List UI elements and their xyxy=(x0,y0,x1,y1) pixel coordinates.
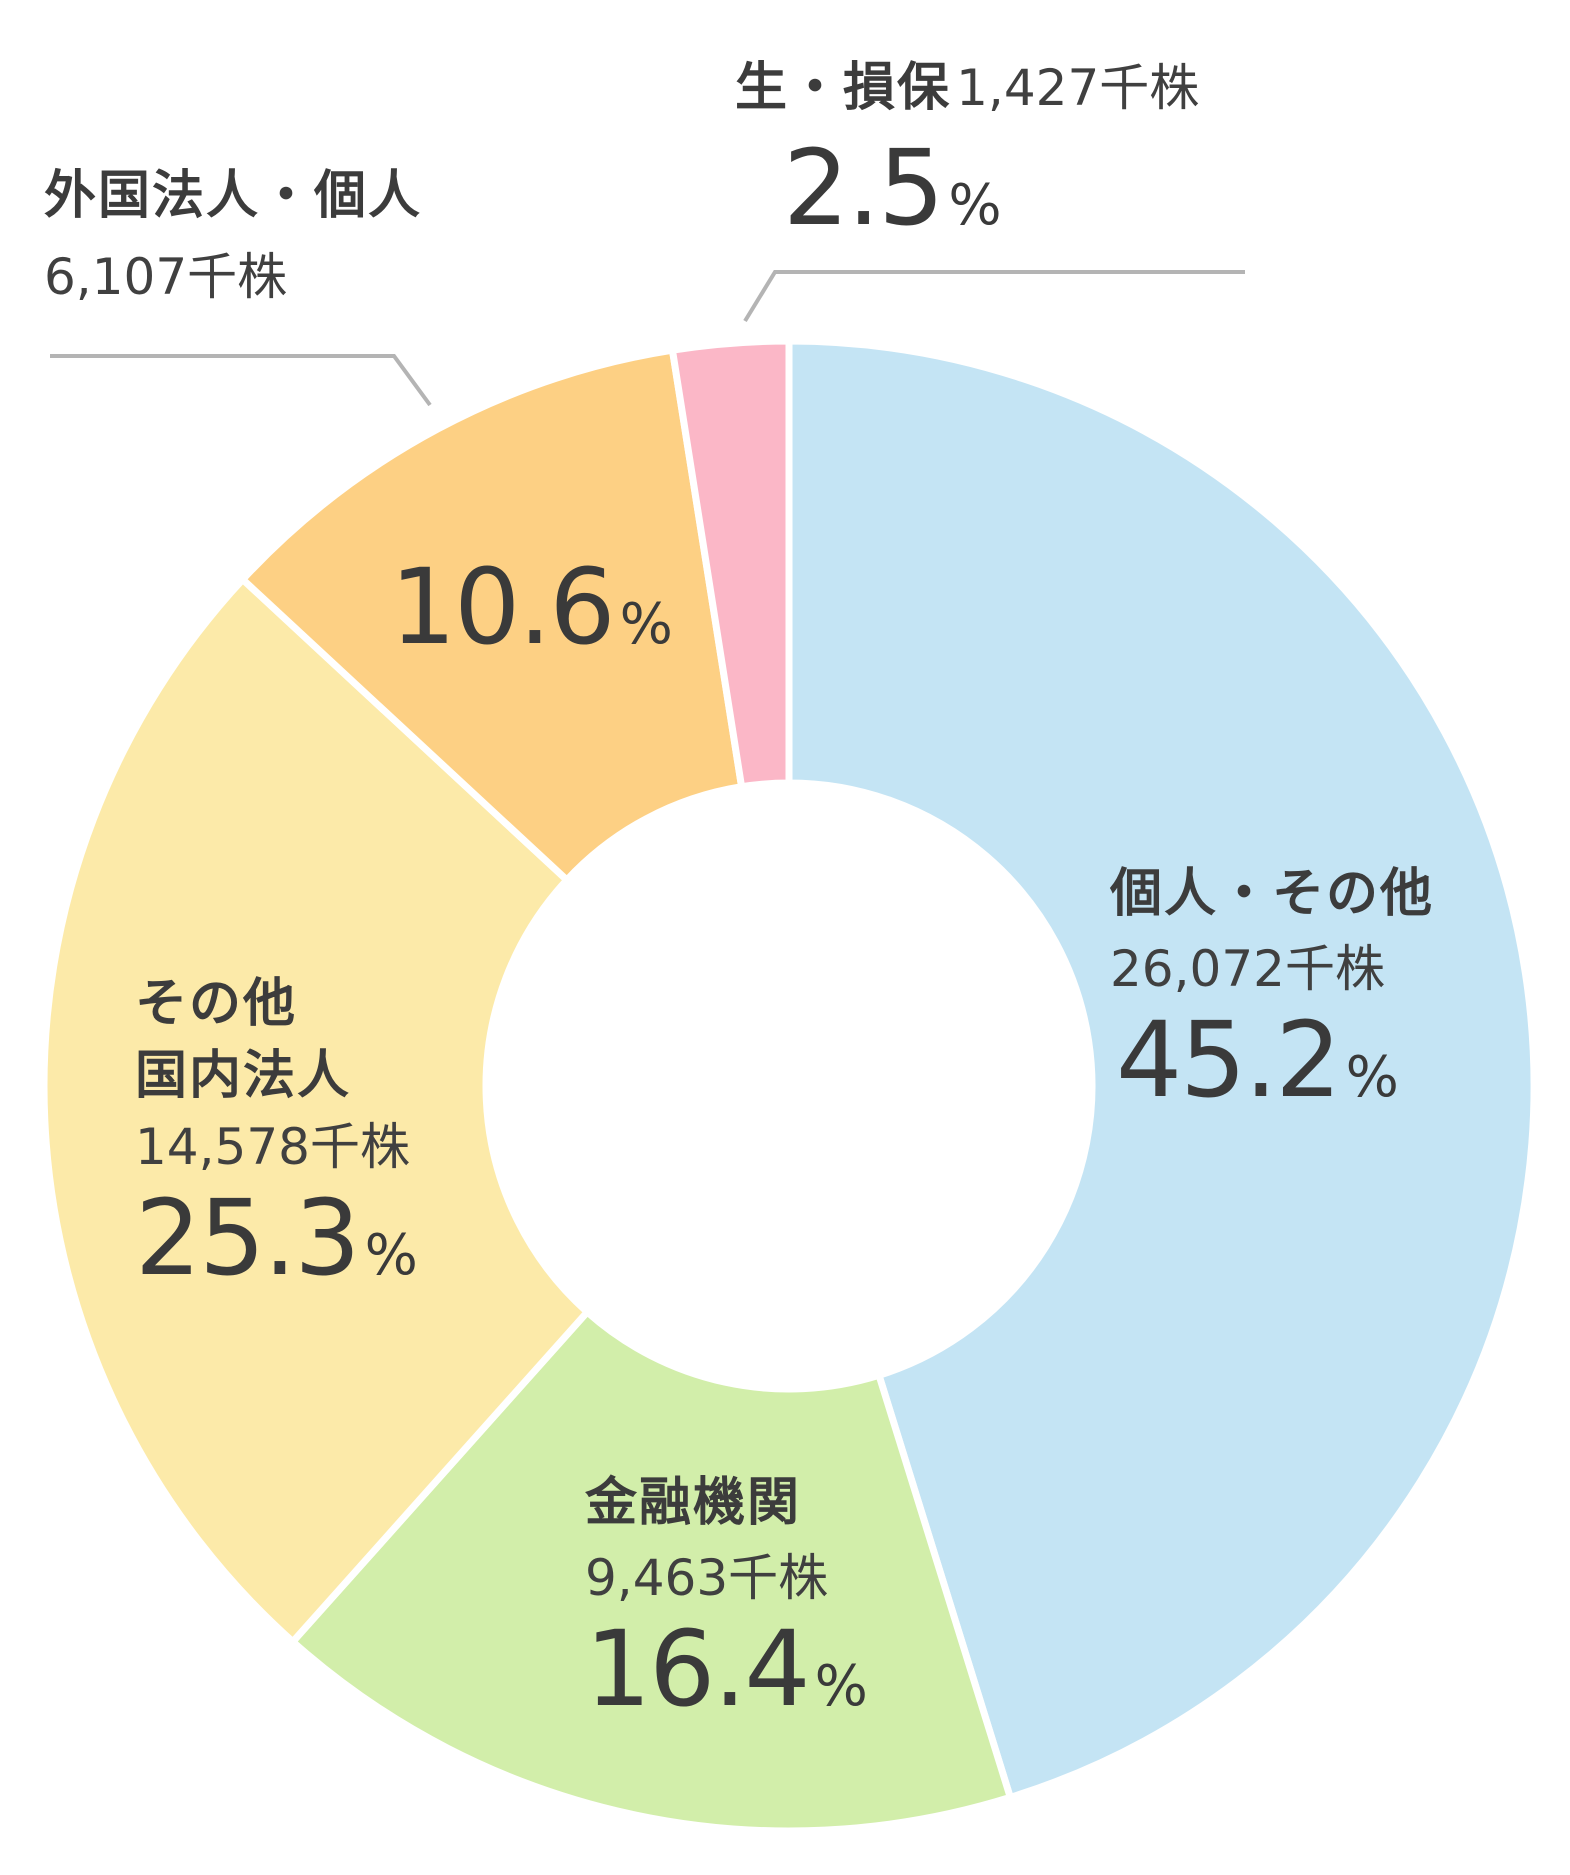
slice-name-domestic-1: その他 xyxy=(135,974,298,1034)
slice-foreign xyxy=(239,346,746,884)
slice-individuals xyxy=(785,337,1538,1801)
slice-insurance xyxy=(668,337,793,791)
slice-shares-foreign: 6,107千株 xyxy=(44,248,288,306)
slice-pct-foreign: 10.6% xyxy=(390,546,673,668)
donut-slices xyxy=(40,337,1538,1835)
slice-name-foreign: 外国法人・個人 xyxy=(44,166,423,226)
leader-lines xyxy=(50,270,1245,407)
slice-shares-individuals: 26,072千株 xyxy=(1110,940,1385,998)
label-insurance: 生・損保 1,427千株 2.5% xyxy=(735,62,1199,240)
slice-shares-insurance: 1,427千株 xyxy=(956,59,1200,117)
slice-pct-financial: 16.4% xyxy=(585,1608,868,1730)
slice-pct-domestic: 25.3% xyxy=(135,1177,418,1299)
label-financial: 金融機関 9,463千株 16.4% xyxy=(585,1477,868,1721)
slice-shares-financial: 9,463千株 xyxy=(585,1549,829,1607)
slice-pct-individuals: 45.2% xyxy=(1116,999,1399,1121)
slice-pct-insurance: 2.5% xyxy=(783,127,1002,249)
slice-name-financial: 金融機関 xyxy=(585,1473,802,1533)
slice-shares-domestic: 14,578千株 xyxy=(135,1118,410,1176)
slice-domestic xyxy=(40,575,591,1646)
label-individuals: 個人・その他 26,072千株 45.2% xyxy=(1110,868,1434,1112)
label-foreign: 外国法人・個人 6,107千株 xyxy=(44,170,422,302)
leader-line-insurance xyxy=(743,270,1245,323)
slice-name-insurance: 生・損保 xyxy=(735,58,952,118)
leader-line-foreign xyxy=(50,354,432,407)
label-domestic: その他 国内法人 14,578千株 25.3% xyxy=(135,978,418,1290)
slice-name-individuals: 個人・その他 xyxy=(1110,864,1435,924)
slice-name-domestic-2: 国内法人 xyxy=(135,1046,352,1106)
